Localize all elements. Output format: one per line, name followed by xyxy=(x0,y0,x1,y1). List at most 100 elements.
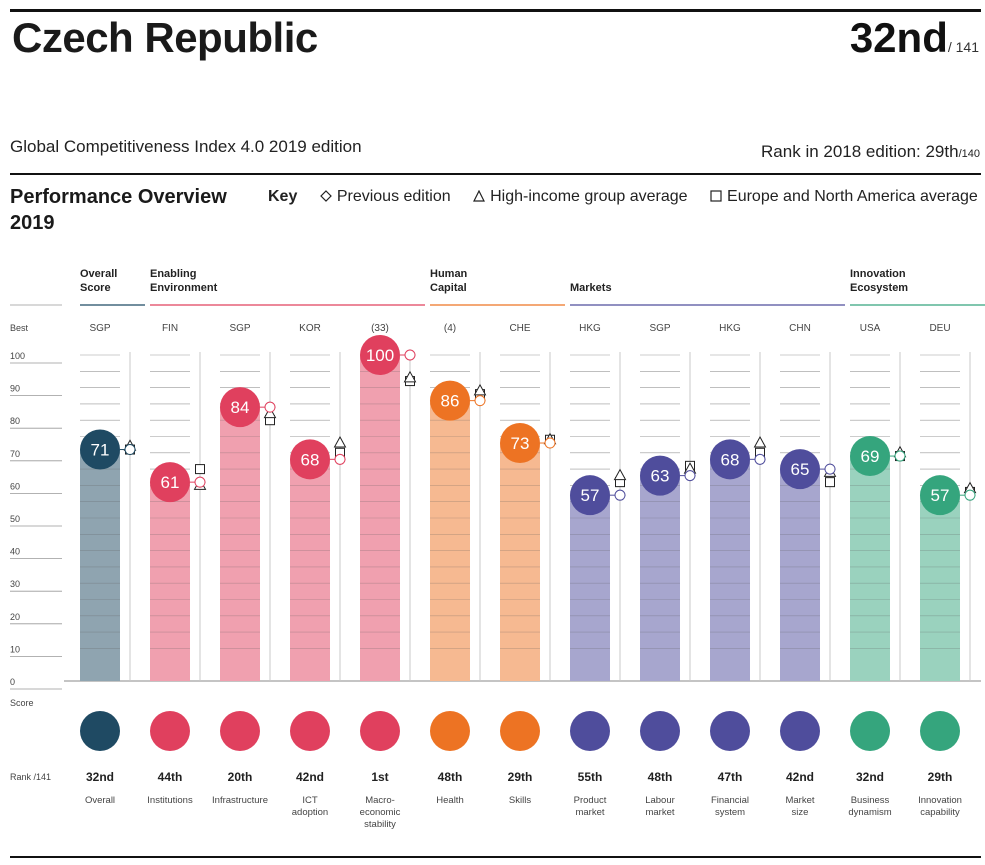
score-label: 73 xyxy=(511,434,530,453)
row-label-rank: Rank /141 xyxy=(10,772,51,782)
group-header: Innovation Ecosystem xyxy=(850,268,908,294)
country-title: Czech Republic xyxy=(12,14,318,61)
y-tick-label: 0 xyxy=(10,677,15,687)
previous-rank-total: /140 xyxy=(958,148,980,160)
score-label: 84 xyxy=(231,398,250,417)
score-circle xyxy=(710,439,750,480)
pillar-label: Innovation capability xyxy=(918,795,962,818)
score-label: 57 xyxy=(931,486,950,505)
score-circle xyxy=(80,429,120,470)
marker-high-income xyxy=(403,370,417,383)
rank-label: 55th xyxy=(578,770,603,784)
score-circle xyxy=(640,455,680,496)
top-rule xyxy=(10,9,981,12)
rank-label: 29th xyxy=(508,770,533,784)
bar xyxy=(150,482,190,681)
pillar-dot xyxy=(80,711,120,751)
pillar-dot xyxy=(920,711,960,751)
score-circle xyxy=(430,380,470,421)
best-country-label: SGP xyxy=(89,323,110,334)
marker-europe-na xyxy=(825,477,835,488)
score-marker xyxy=(614,489,626,501)
best-country-label: (4) xyxy=(444,323,456,334)
score-marker xyxy=(124,444,136,456)
y-tick-label: 30 xyxy=(10,579,20,589)
best-country-label: DEU xyxy=(929,323,950,334)
marker-high-income xyxy=(333,435,347,448)
pillar-label: Business dynamism xyxy=(848,795,891,818)
bar xyxy=(430,400,470,681)
bar xyxy=(780,469,820,681)
rank-label: 29th xyxy=(928,770,953,784)
rank-label: 32nd xyxy=(856,770,884,784)
pillar-label: Product market xyxy=(574,795,607,818)
score-circle xyxy=(290,439,330,480)
y-tick-label: 70 xyxy=(10,449,20,459)
score-circle xyxy=(150,462,190,503)
legend-previous-edition: Previous edition xyxy=(319,188,451,205)
group-header: Enabling Environment xyxy=(150,268,218,294)
marker-high-income xyxy=(613,468,627,481)
y-tick-label: 20 xyxy=(10,612,20,622)
pillar-dot xyxy=(850,711,890,751)
pillar-label: Market size xyxy=(785,795,814,818)
pillar-label: Skills xyxy=(509,795,531,806)
bar xyxy=(640,475,680,681)
best-country-label: KOR xyxy=(299,323,321,334)
diamond-icon xyxy=(319,190,332,202)
score-marker xyxy=(474,395,486,407)
rank-label: 48th xyxy=(648,770,673,784)
score-label: 68 xyxy=(301,450,320,469)
rank-label: 20th xyxy=(228,770,253,784)
y-tick-label: 10 xyxy=(10,644,20,654)
y-tick-label: 100 xyxy=(10,351,25,361)
y-tick-label: 40 xyxy=(10,547,20,557)
y-tick-label: 80 xyxy=(10,416,20,426)
bar xyxy=(290,459,330,681)
y-tick-label: 60 xyxy=(10,481,20,491)
best-country-label: HKG xyxy=(719,323,741,334)
bar xyxy=(710,459,750,681)
rank-label: 32nd xyxy=(86,770,114,784)
y-tick-label: 50 xyxy=(10,514,20,524)
best-country-label: (33) xyxy=(371,323,389,334)
legend-high-income: High-income group average xyxy=(473,188,688,205)
score-circle xyxy=(360,335,400,375)
bar xyxy=(80,449,120,681)
legend-europe-na: Europe and North America average xyxy=(710,188,978,205)
score-label: 69 xyxy=(861,447,880,466)
pillar-dot xyxy=(500,711,540,751)
score-label: 68 xyxy=(721,450,740,469)
overall-rank-total: / 141 xyxy=(947,39,979,55)
legend-high-income-label: High-income group average xyxy=(490,188,688,205)
marker-high-income xyxy=(753,435,767,448)
overall-rank-value: 32nd xyxy=(849,14,948,61)
best-country-label: HKG xyxy=(579,323,601,334)
best-country-label: USA xyxy=(860,323,881,334)
score-marker xyxy=(824,463,836,475)
pillar-label: Infrastructure xyxy=(212,795,268,806)
pillar-dot xyxy=(710,711,750,751)
y-tick-label: 90 xyxy=(10,384,20,394)
group-header: Human Capital xyxy=(430,268,468,294)
legend-previous-edition-label: Previous edition xyxy=(336,188,451,205)
score-marker xyxy=(754,453,766,465)
score-circle xyxy=(220,387,260,428)
group-header: Markets xyxy=(570,282,612,294)
pillar-label: Institutions xyxy=(147,795,193,806)
bottom-rule xyxy=(10,856,981,858)
score-marker xyxy=(404,349,416,361)
bar xyxy=(360,355,400,681)
pillar-dot xyxy=(780,711,820,751)
score-marker xyxy=(544,437,556,449)
best-country-label: SGP xyxy=(649,323,670,334)
score-marker xyxy=(684,470,696,482)
rank-label: 47th xyxy=(718,770,743,784)
legend-key: Key Previous edition High-income group a… xyxy=(268,188,978,206)
pillar-label: Labour market xyxy=(645,795,675,818)
overall-rank: 32nd/ 141 xyxy=(850,14,979,62)
square-icon xyxy=(710,190,722,202)
score-circle xyxy=(780,449,820,490)
score-circle xyxy=(500,423,540,464)
